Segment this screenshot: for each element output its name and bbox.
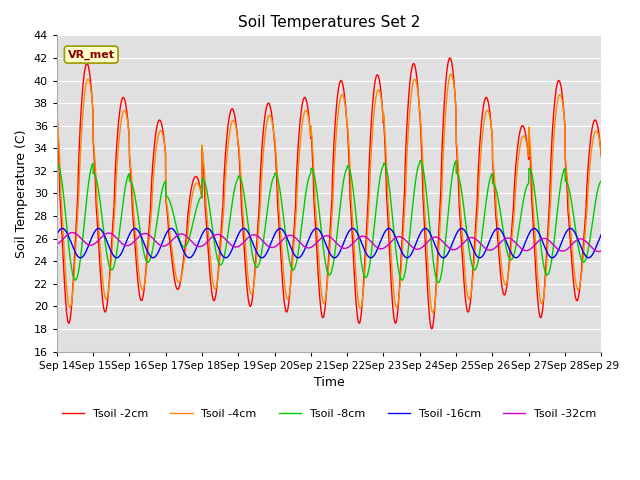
Tsoil -32cm — [53, 241, 61, 247]
Tsoil -4cm — [597, 151, 605, 156]
Tsoil -32cm — [345, 244, 353, 250]
Line: Tsoil -8cm: Tsoil -8cm — [57, 161, 601, 283]
Tsoil -16cm — [597, 232, 605, 238]
Tsoil -4cm — [345, 138, 353, 144]
Tsoil -32cm — [597, 248, 605, 254]
Title: Soil Temperatures Set 2: Soil Temperatures Set 2 — [238, 15, 420, 30]
Tsoil -8cm — [488, 171, 495, 177]
Y-axis label: Soil Temperature (C): Soil Temperature (C) — [15, 129, 28, 258]
Tsoil -2cm — [488, 127, 495, 132]
Tsoil -8cm — [565, 185, 573, 191]
Tsoil -4cm — [488, 127, 495, 132]
Tsoil -16cm — [356, 237, 364, 243]
Tsoil -16cm — [550, 254, 557, 260]
Tsoil -32cm — [357, 234, 365, 240]
Tsoil -4cm — [205, 235, 212, 240]
Line: Tsoil -2cm: Tsoil -2cm — [57, 58, 601, 329]
Tsoil -4cm — [550, 137, 557, 143]
Tsoil -32cm — [550, 242, 557, 248]
Tsoil -8cm — [205, 199, 212, 204]
Tsoil -2cm — [356, 317, 364, 323]
Tsoil -16cm — [385, 226, 393, 231]
Tsoil -32cm — [68, 230, 76, 236]
Tsoil -16cm — [367, 255, 374, 261]
Tsoil -8cm — [550, 242, 557, 248]
Tsoil -2cm — [597, 153, 605, 159]
Tsoil -8cm — [356, 253, 364, 259]
Tsoil -8cm — [53, 160, 61, 166]
Tsoil -4cm — [53, 109, 61, 115]
Line: Tsoil -32cm: Tsoil -32cm — [57, 233, 601, 252]
Tsoil -32cm — [564, 245, 572, 251]
Tsoil -16cm — [488, 233, 495, 239]
Tsoil -2cm — [205, 254, 212, 260]
Tsoil -8cm — [417, 158, 424, 164]
Legend: Tsoil -2cm, Tsoil -4cm, Tsoil -8cm, Tsoil -16cm, Tsoil -32cm: Tsoil -2cm, Tsoil -4cm, Tsoil -8cm, Tsoi… — [58, 405, 601, 423]
Tsoil -16cm — [53, 232, 61, 238]
Tsoil -2cm — [345, 148, 353, 154]
Line: Tsoil -16cm: Tsoil -16cm — [57, 228, 601, 258]
Tsoil -16cm — [205, 226, 212, 232]
Tsoil -32cm — [205, 237, 212, 243]
Tsoil -2cm — [565, 216, 573, 222]
Text: VR_met: VR_met — [68, 49, 115, 60]
Tsoil -8cm — [597, 178, 605, 184]
Tsoil -8cm — [345, 164, 353, 169]
Tsoil -4cm — [356, 305, 364, 311]
Tsoil -2cm — [550, 111, 557, 117]
Tsoil -4cm — [447, 72, 455, 77]
Tsoil -2cm — [53, 113, 61, 119]
Tsoil -16cm — [345, 229, 353, 235]
Tsoil -2cm — [428, 326, 436, 332]
X-axis label: Time: Time — [314, 376, 344, 389]
Tsoil -4cm — [429, 310, 436, 315]
Tsoil -32cm — [488, 247, 495, 253]
Tsoil -32cm — [595, 249, 603, 254]
Tsoil -2cm — [446, 55, 454, 61]
Tsoil -16cm — [565, 226, 573, 232]
Tsoil -4cm — [565, 201, 573, 206]
Tsoil -8cm — [435, 280, 442, 286]
Line: Tsoil -4cm: Tsoil -4cm — [57, 74, 601, 312]
